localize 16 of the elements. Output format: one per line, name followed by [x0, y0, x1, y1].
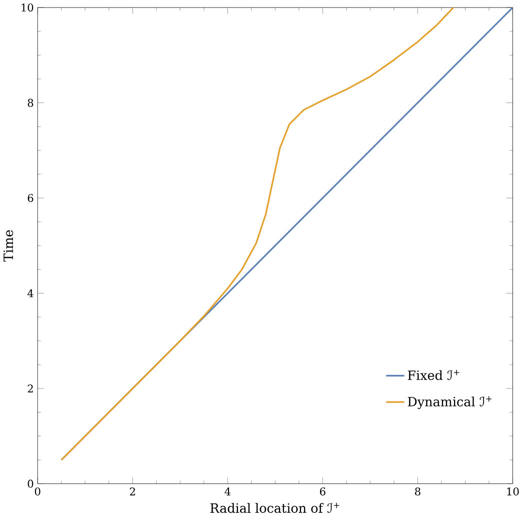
- x-axis-title: Radial location of ℐ$^{+}$: [210, 502, 340, 513]
- y-tick-label: 4: [27, 289, 34, 297]
- y-axis-title: Time: [4, 230, 14, 262]
- x-tick-label: 4: [224, 487, 230, 496]
- y-tick-label: 10: [22, 3, 34, 12]
- x-tick-label: 10: [507, 487, 519, 496]
- x-tick-label: 6: [320, 487, 326, 496]
- x-tick-label: 8: [415, 487, 420, 496]
- y-tick-label: 8: [28, 98, 34, 107]
- y-tick-label: 2: [28, 384, 33, 392]
- y-tick-label: 6: [28, 194, 34, 202]
- legend-label: Dynamical ℐ$^{+}$: [408, 396, 492, 409]
- legend-label: Fixed ℐ$^{+}$: [408, 370, 460, 380]
- x-tick-label: 0: [34, 487, 40, 496]
- y-tick-label: 0: [28, 479, 34, 488]
- x-tick-label: 2: [130, 487, 135, 496]
